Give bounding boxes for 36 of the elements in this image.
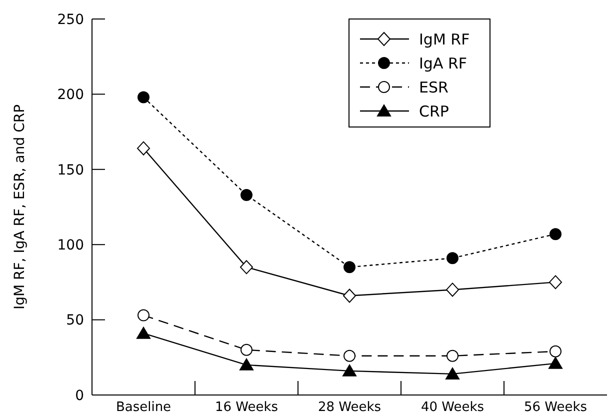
x-tick-label: 16 Weeks — [214, 400, 278, 415]
y-tick-label: 150 — [57, 162, 84, 178]
point — [550, 345, 562, 358]
point — [137, 141, 150, 156]
legend-label: IgA RF — [419, 54, 468, 72]
point — [549, 275, 562, 290]
legend-label: CRP — [419, 102, 449, 120]
point — [446, 282, 459, 297]
point — [446, 367, 460, 380]
legend-label: IgM RF — [419, 30, 470, 48]
point — [138, 309, 150, 322]
point — [342, 364, 356, 376]
point — [550, 228, 562, 240]
point — [240, 188, 252, 201]
point — [446, 350, 458, 362]
point — [240, 260, 253, 274]
point — [344, 261, 356, 274]
legend-label: ESR — [419, 78, 448, 96]
point — [138, 91, 150, 104]
point — [548, 356, 562, 369]
point — [136, 326, 150, 339]
x-tick-label: Baseline — [116, 400, 172, 415]
x-tick-label: 40 Weeks — [420, 400, 484, 415]
point — [344, 350, 356, 362]
x-tick-label: 56 Weeks — [524, 400, 588, 415]
y-axis-title: IgM RF, IgA RF, ESR, and CRP — [12, 104, 28, 310]
point — [343, 288, 356, 303]
y-tick-label: 100 — [57, 238, 84, 254]
y-tick-label: 50 — [66, 312, 84, 329]
y-tick-label: 250 — [57, 12, 84, 28]
y-tick-label: 200 — [57, 87, 84, 104]
point — [240, 358, 254, 370]
y-tick-label: 0 — [75, 388, 84, 404]
point — [240, 344, 252, 356]
x-tick-label: 28 Weeks — [318, 400, 382, 415]
point — [446, 252, 458, 264]
